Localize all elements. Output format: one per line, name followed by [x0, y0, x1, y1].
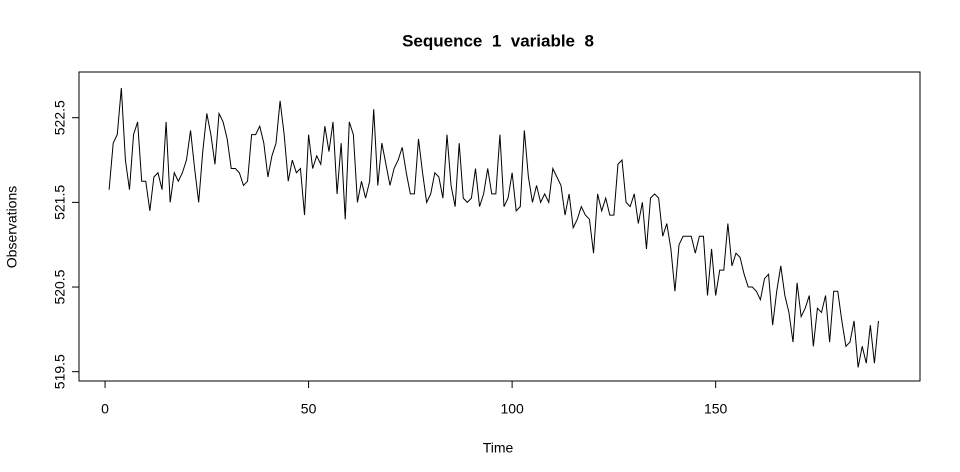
- chart-title: Sequence 1 variable 8: [402, 31, 594, 50]
- series-line: [108, 88, 879, 368]
- y-tick-label: 519.5: [52, 354, 68, 389]
- x-tick-label: 150: [704, 401, 728, 417]
- y-axis-label: Observations: [4, 186, 20, 268]
- y-tick-label: 521.5: [52, 185, 68, 220]
- x-axis-label: Time: [483, 440, 514, 456]
- x-tick-label: 50: [301, 401, 317, 417]
- y-tick-label: 520.5: [52, 269, 68, 304]
- x-tick-label: 100: [500, 401, 524, 417]
- y-tick-label: 522.5: [52, 100, 68, 135]
- x-tick-label: 0: [101, 401, 109, 417]
